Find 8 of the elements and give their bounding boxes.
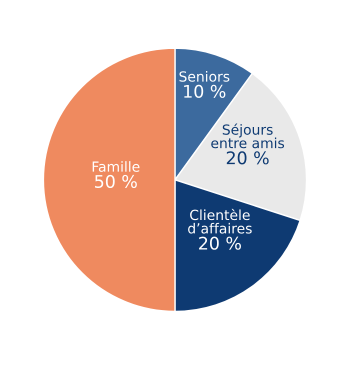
slice-label: Clientèle d’affaires	[188, 208, 252, 234]
data-label: 50 %	[95, 174, 137, 188]
slice-label: Seniors	[179, 71, 230, 82]
data-label: 20 %	[226, 151, 269, 164]
data-label: 20 %	[199, 236, 241, 250]
data-label: 10 %	[184, 84, 226, 98]
slice-label: Séjours entre amis	[211, 124, 284, 148]
slice-label: Famille	[92, 161, 140, 172]
